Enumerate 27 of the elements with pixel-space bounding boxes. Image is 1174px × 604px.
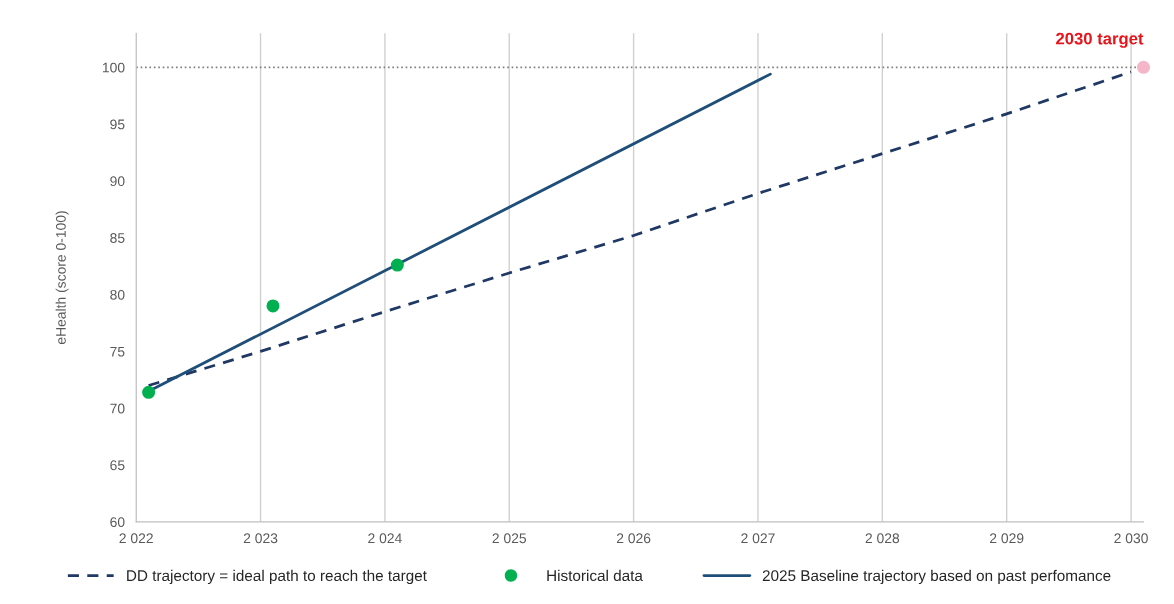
y-tick-label: 85: [110, 233, 125, 243]
y-tick-label: 70: [110, 403, 125, 414]
y-tick-label: 80: [110, 289, 125, 300]
y-tick-label: 60: [110, 517, 125, 528]
y-tick-label: 65: [110, 460, 125, 471]
legend-label: DD trajectory = ideal path to reach the target: [127, 569, 427, 585]
point: [266, 299, 280, 313]
y-tick-label: 95: [110, 119, 125, 130]
x-tick-label: 2 023: [243, 533, 278, 544]
x-tick-label: 2 027: [741, 533, 775, 544]
annotation: 2030 target: [1056, 32, 1144, 48]
x-tick-label: 2 029: [990, 533, 1024, 544]
legend-label: Historical data: [547, 569, 643, 582]
point: [142, 385, 156, 399]
x-tick-label: 2 028: [865, 533, 900, 544]
x-tick-label: 2 022: [119, 533, 153, 544]
y-tick-label: 90: [110, 176, 125, 187]
x-tick-label: 2 025: [492, 533, 527, 544]
x-tick-label: 2 024: [368, 533, 402, 544]
legend-label: 2025 Baseline trajectory based on past perfomance: [762, 569, 1111, 585]
y-axis-title: eHealth (score 0-100): [55, 211, 69, 345]
y-tick-label: 100: [102, 62, 125, 73]
y-tick-label: 75: [110, 346, 125, 357]
point: [1136, 60, 1150, 74]
x-tick-label: 2 026: [616, 533, 651, 544]
point: [390, 258, 404, 272]
x-tick-label: 2 030: [1114, 533, 1148, 544]
